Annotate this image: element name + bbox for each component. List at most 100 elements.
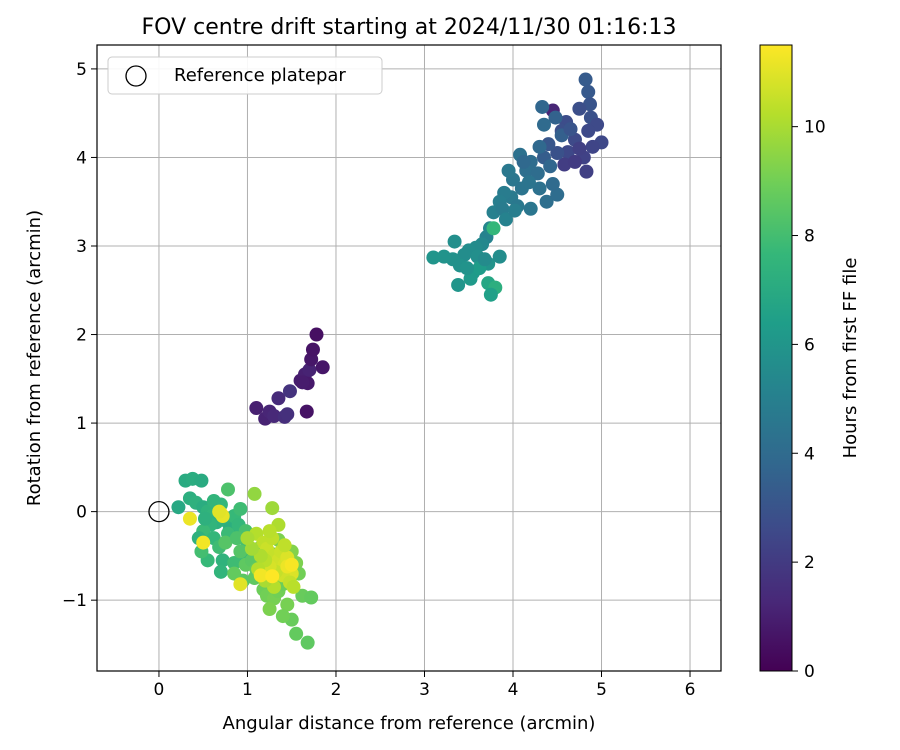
data-point bbox=[516, 154, 531, 169]
data-point bbox=[196, 535, 211, 550]
data-point bbox=[253, 568, 268, 583]
data-point bbox=[536, 117, 551, 132]
data-point bbox=[309, 327, 324, 342]
data-point bbox=[583, 97, 598, 112]
data-point bbox=[585, 139, 600, 154]
data-point bbox=[206, 493, 221, 508]
data-point bbox=[265, 501, 280, 516]
data-point bbox=[280, 407, 295, 422]
data-point bbox=[532, 139, 547, 154]
colorbar-tick-label: 8 bbox=[804, 227, 815, 247]
data-point bbox=[171, 500, 186, 515]
colorbar-tick-label: 2 bbox=[804, 553, 815, 573]
legend-reference-marker bbox=[125, 65, 147, 87]
data-point bbox=[535, 99, 550, 114]
data-point bbox=[277, 538, 292, 553]
data-point bbox=[548, 110, 563, 125]
data-point bbox=[521, 175, 536, 190]
data-point bbox=[289, 626, 304, 641]
y-tick-label: 1 bbox=[76, 414, 87, 434]
data-point bbox=[197, 511, 212, 526]
data-point bbox=[227, 555, 242, 570]
data-point bbox=[578, 72, 593, 87]
data-point bbox=[249, 401, 264, 416]
data-point bbox=[280, 597, 295, 612]
data-point bbox=[304, 590, 319, 605]
data-points bbox=[148, 72, 609, 650]
data-point bbox=[286, 579, 301, 594]
legend: Reference platepar bbox=[107, 56, 383, 95]
data-point bbox=[213, 564, 228, 579]
data-point bbox=[557, 157, 572, 172]
data-point bbox=[545, 177, 560, 192]
x-tick-label: 5 bbox=[596, 680, 607, 700]
data-point bbox=[507, 203, 522, 218]
data-point bbox=[492, 249, 507, 264]
data-point bbox=[244, 541, 259, 556]
colorbar-ticks: 0 2 4 6 8 10 bbox=[792, 118, 826, 682]
data-point bbox=[262, 602, 277, 617]
data-point bbox=[284, 557, 299, 572]
data-point bbox=[463, 271, 478, 286]
y-tick-label: 5 bbox=[76, 60, 87, 80]
data-point bbox=[530, 166, 545, 181]
data-point bbox=[240, 531, 255, 546]
data-point bbox=[305, 342, 320, 357]
data-point bbox=[543, 159, 558, 174]
data-point bbox=[483, 287, 498, 302]
y-tick-label: −1 bbox=[62, 591, 87, 611]
colorbar: 0 2 4 6 8 10 Hours from first FF file bbox=[759, 44, 861, 682]
legend-entry-label: Reference platepar bbox=[174, 65, 346, 86]
data-point bbox=[300, 635, 315, 650]
data-point bbox=[550, 146, 565, 161]
colorbar-gradient bbox=[759, 44, 793, 672]
data-point bbox=[215, 553, 230, 568]
x-tick-label: 2 bbox=[331, 680, 342, 700]
colorbar-tick-label: 10 bbox=[804, 118, 826, 138]
data-point bbox=[220, 482, 235, 497]
data-point bbox=[302, 362, 317, 377]
colorbar-tick-label: 6 bbox=[804, 335, 815, 355]
reference-platepar-marker bbox=[148, 500, 170, 523]
data-point bbox=[271, 391, 286, 406]
data-point bbox=[572, 141, 587, 156]
data-point bbox=[233, 544, 248, 559]
data-point bbox=[212, 504, 227, 519]
y-axis-label: Rotation from reference (arcmin) bbox=[24, 210, 45, 506]
data-point bbox=[550, 187, 565, 202]
x-axis-ticks: 0 1 2 3 4 5 6 bbox=[154, 671, 696, 700]
data-point bbox=[233, 501, 248, 516]
data-point bbox=[282, 384, 297, 399]
data-point bbox=[451, 277, 466, 292]
x-axis-label: Angular distance from reference (arcmin) bbox=[223, 713, 596, 734]
data-point bbox=[572, 101, 587, 116]
data-point bbox=[299, 404, 314, 419]
data-point bbox=[563, 122, 578, 137]
x-tick-label: 1 bbox=[242, 680, 253, 700]
x-tick-label: 4 bbox=[508, 680, 519, 700]
data-point bbox=[275, 609, 290, 624]
colorbar-tick-label: 0 bbox=[804, 662, 815, 682]
data-point bbox=[233, 577, 248, 592]
data-point bbox=[436, 249, 451, 264]
data-point bbox=[315, 360, 330, 375]
data-point bbox=[229, 531, 244, 546]
data-point bbox=[447, 234, 462, 249]
data-point bbox=[501, 163, 516, 178]
colorbar-label: Hours from first FF file bbox=[840, 258, 861, 459]
data-point bbox=[267, 408, 282, 423]
data-point bbox=[457, 247, 472, 262]
data-point bbox=[495, 201, 510, 216]
legend-box bbox=[107, 56, 383, 95]
x-tick-label: 3 bbox=[419, 680, 430, 700]
data-point bbox=[227, 566, 242, 581]
data-point bbox=[539, 194, 554, 209]
y-tick-label: 3 bbox=[76, 237, 87, 257]
plot-area: 0 1 2 3 4 5 6 −1 0 1 2 3 4 5 bbox=[62, 44, 722, 700]
data-point bbox=[218, 535, 233, 550]
x-tick-label: 0 bbox=[154, 680, 165, 700]
data-point bbox=[265, 569, 280, 584]
x-tick-label: 6 bbox=[685, 680, 696, 700]
y-tick-label: 4 bbox=[76, 148, 87, 168]
